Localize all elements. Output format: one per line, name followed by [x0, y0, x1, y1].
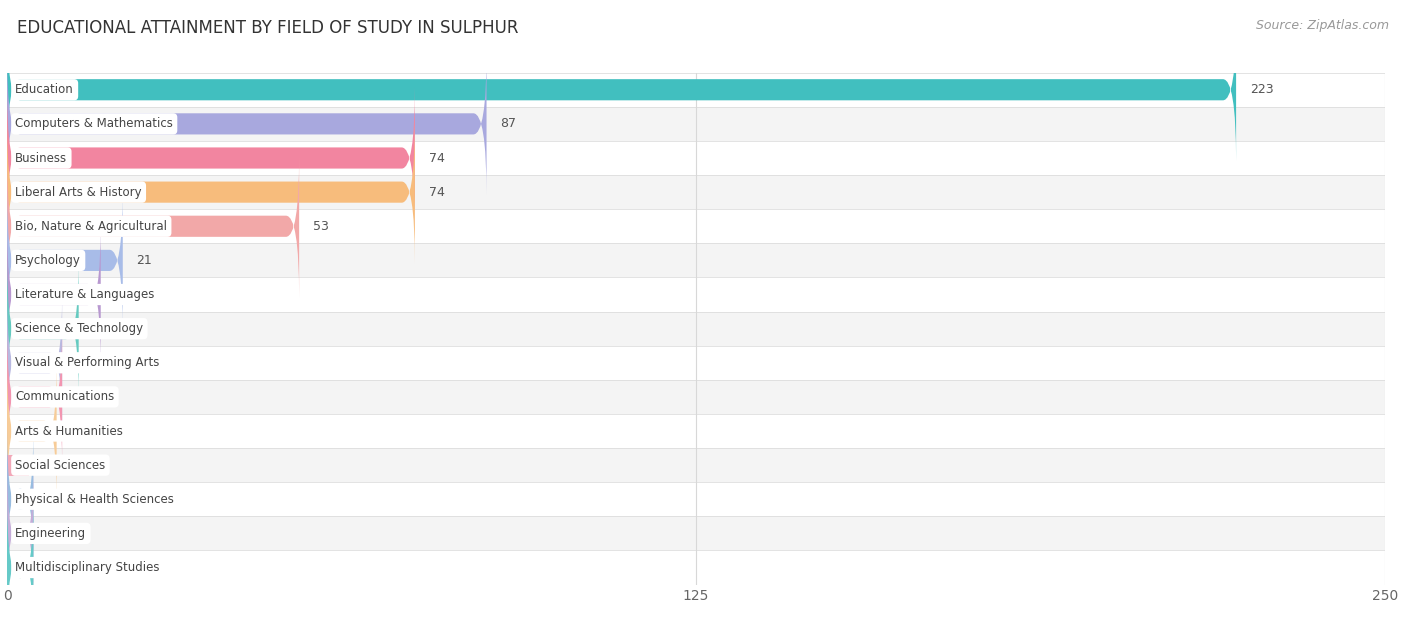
Text: Physical & Health Sciences: Physical & Health Sciences	[15, 493, 174, 506]
Text: Literature & Languages: Literature & Languages	[15, 288, 155, 301]
Bar	[7, 346, 1385, 380]
FancyBboxPatch shape	[7, 121, 415, 263]
Bar	[7, 454, 30, 476]
FancyBboxPatch shape	[7, 497, 34, 632]
FancyBboxPatch shape	[7, 292, 62, 434]
Text: Visual & Performing Arts: Visual & Performing Arts	[15, 356, 160, 369]
Bar	[7, 107, 1385, 141]
FancyBboxPatch shape	[7, 190, 122, 331]
Text: Computers & Mathematics: Computers & Mathematics	[15, 118, 173, 130]
Bar	[7, 448, 1385, 482]
Text: 9: 9	[70, 425, 79, 437]
Text: 10: 10	[76, 391, 91, 403]
FancyBboxPatch shape	[7, 360, 56, 502]
Text: 21: 21	[136, 254, 152, 267]
FancyBboxPatch shape	[7, 19, 1236, 161]
Text: Psychology: Psychology	[15, 254, 82, 267]
Bar	[7, 414, 1385, 448]
Text: Business: Business	[15, 152, 67, 164]
Bar	[7, 516, 1385, 550]
Text: Multidisciplinary Studies: Multidisciplinary Studies	[15, 561, 160, 574]
Text: Engineering: Engineering	[15, 527, 86, 540]
Text: 17: 17	[114, 288, 131, 301]
FancyBboxPatch shape	[7, 224, 101, 365]
Text: 0: 0	[48, 493, 55, 506]
Text: Communications: Communications	[15, 391, 114, 403]
Text: 13: 13	[93, 322, 108, 335]
Text: 74: 74	[429, 186, 444, 198]
Bar	[7, 277, 1385, 312]
Text: 53: 53	[314, 220, 329, 233]
Bar	[7, 243, 1385, 277]
FancyBboxPatch shape	[7, 87, 415, 229]
FancyBboxPatch shape	[7, 428, 34, 570]
Text: Liberal Arts & History: Liberal Arts & History	[15, 186, 142, 198]
Bar	[7, 482, 1385, 516]
Bar	[7, 175, 1385, 209]
Text: 4: 4	[42, 459, 51, 471]
Bar	[7, 73, 1385, 107]
Text: 0: 0	[48, 561, 55, 574]
Bar	[7, 141, 1385, 175]
Text: 87: 87	[501, 118, 516, 130]
Text: 0: 0	[48, 527, 55, 540]
Text: 223: 223	[1250, 83, 1274, 96]
Bar	[7, 209, 1385, 243]
Bar	[7, 550, 1385, 585]
Text: Source: ZipAtlas.com: Source: ZipAtlas.com	[1256, 19, 1389, 32]
FancyBboxPatch shape	[7, 53, 486, 195]
Text: 74: 74	[429, 152, 444, 164]
FancyBboxPatch shape	[7, 326, 62, 468]
FancyBboxPatch shape	[7, 155, 299, 297]
Text: EDUCATIONAL ATTAINMENT BY FIELD OF STUDY IN SULPHUR: EDUCATIONAL ATTAINMENT BY FIELD OF STUDY…	[17, 19, 519, 37]
FancyBboxPatch shape	[7, 463, 34, 604]
Bar	[7, 380, 1385, 414]
Text: 10: 10	[76, 356, 91, 369]
Text: Science & Technology: Science & Technology	[15, 322, 143, 335]
Text: Arts & Humanities: Arts & Humanities	[15, 425, 124, 437]
FancyBboxPatch shape	[7, 258, 79, 399]
Text: Education: Education	[15, 83, 75, 96]
Bar	[7, 312, 1385, 346]
Text: Bio, Nature & Agricultural: Bio, Nature & Agricultural	[15, 220, 167, 233]
Text: Social Sciences: Social Sciences	[15, 459, 105, 471]
